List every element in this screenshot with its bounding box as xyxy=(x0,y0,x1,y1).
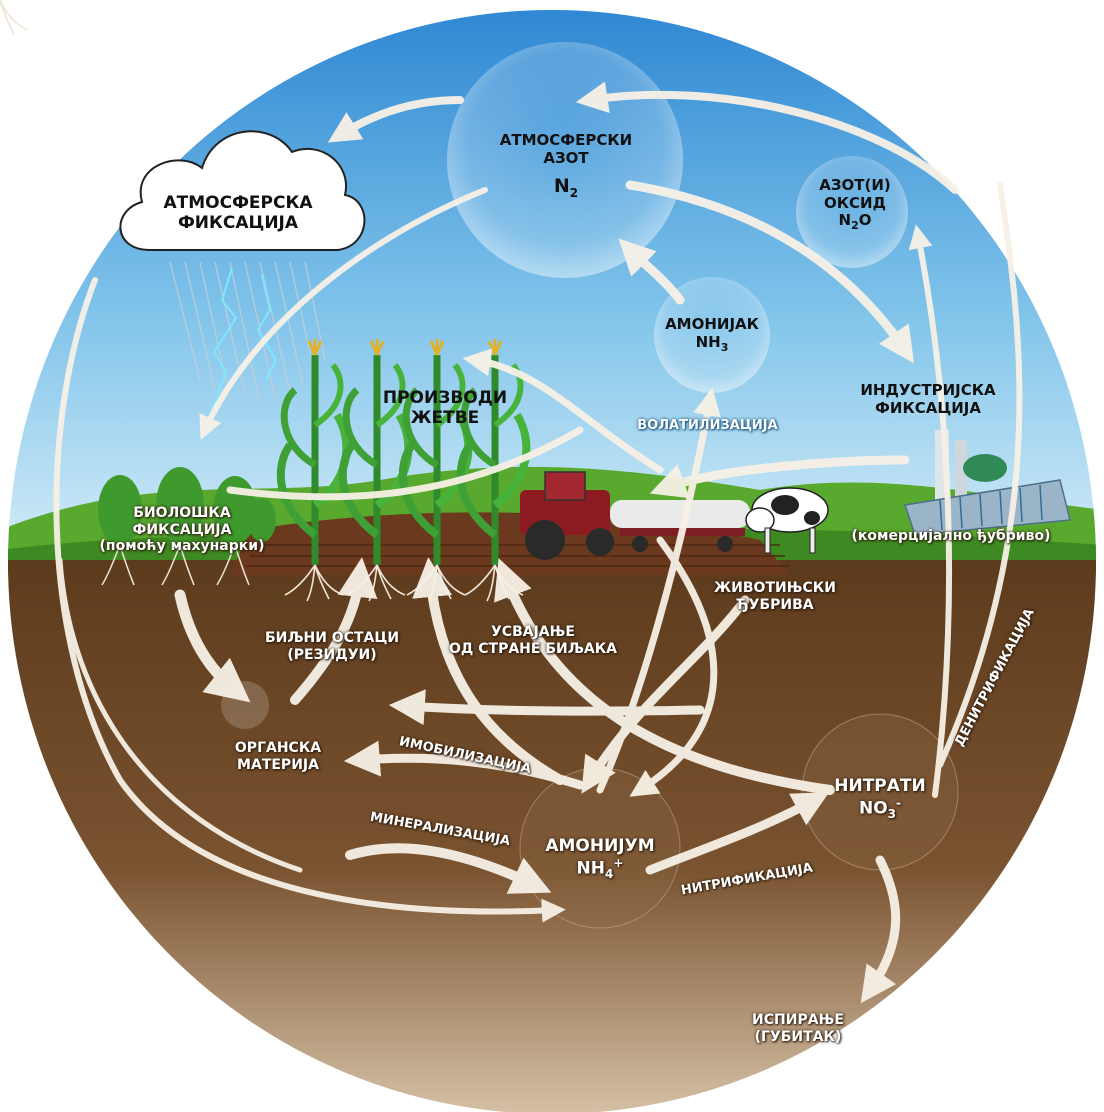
lightning xyxy=(207,267,278,421)
arrow-ammonia-to-n2 xyxy=(618,238,685,305)
commercial-fertilizer-label: (комерцијално ђубриво) xyxy=(851,528,1051,544)
arrow-left-loop xyxy=(53,277,566,923)
arrow-to-industrial-fixation xyxy=(625,180,915,364)
arrow-fertilizer-to-field xyxy=(649,455,910,499)
arrow-uptake-nitrate xyxy=(494,558,835,795)
animal-manure-label: ЖИВОТИЊСКИ ЂУБРИВА xyxy=(714,580,836,613)
arrow-crop-harvest xyxy=(226,426,584,501)
arrow-right-loop xyxy=(937,182,1023,768)
atmospheric-nitrogen-label: АТМОСФЕРСКИ АЗОТ N2 xyxy=(499,131,633,201)
arrow-mineralization xyxy=(345,843,552,894)
nitrates-label: НИТРАТИ NO3- xyxy=(834,776,926,822)
industrial-fixation-label: ИНДУСТРИЈСКА ФИКСАЦИЈА xyxy=(860,381,996,417)
arrow-to-atmospheric-nitrogen xyxy=(575,81,959,194)
plant-uptake-label: УСВАЈАЊЕ ОД СТРАНЕ БИЉАКА xyxy=(449,624,617,657)
arrow-nitrification xyxy=(645,792,830,875)
crop-products-label: ПРОИЗВОДИ ЖЕТВЕ xyxy=(382,388,508,429)
atmospheric-nitrogen-bubble xyxy=(447,42,683,278)
arrow-volatilization xyxy=(596,387,721,794)
arrow-denitrification xyxy=(908,224,953,798)
arrow-to-organic-top xyxy=(388,689,705,726)
plant-residues-label: БИЉНИ ОСТАЦИ (РЕЗИДУИ) xyxy=(264,630,400,663)
atmospheric-fixation-label: АТМОСФЕРСКА ФИКСАЦИЈА xyxy=(163,193,313,234)
arrow-immobilization xyxy=(343,740,585,790)
cloud xyxy=(119,130,366,251)
corn-plants xyxy=(0,0,526,601)
flow-arrows xyxy=(53,81,1023,1004)
nitrous-oxide-bubble xyxy=(796,156,908,268)
ammonium-label: АМОНИЈУМ NH4+ xyxy=(545,836,655,882)
arrow-left-inner xyxy=(57,557,303,873)
leaching-label: ИСПИРАЊЕ (ГУБИТАК) xyxy=(752,1012,844,1045)
organic-matter-label: ОРГАНСКА МАТЕРИЈА xyxy=(234,740,322,773)
arrow-rain-fixation xyxy=(199,187,488,440)
ammonia-label: АМОНИЈАК NH3 xyxy=(665,315,759,354)
arrow-residues xyxy=(290,557,378,705)
arrow-fertilizer-to-ammonium xyxy=(629,536,718,797)
arrow-to-atmospheric-fixation xyxy=(327,96,464,143)
cow xyxy=(745,487,829,554)
biological-fixation-label: БИОЛОШКА ФИКСАЦИЈА (помоћу махунарки) xyxy=(99,505,265,555)
nitrous-oxide-label: АЗОТ(И) ОКСИД N2O xyxy=(819,176,891,233)
arrow-uptake-ammonium xyxy=(412,557,565,785)
arrow-manure-to-ammonium xyxy=(581,595,750,794)
ammonia-bubble xyxy=(654,277,770,393)
volatilization-label: ВОЛАТИЛИЗАЦИЈА xyxy=(637,418,778,433)
arrow-legume-to-organic xyxy=(174,589,251,703)
arrow-to-crop-products xyxy=(462,348,664,474)
arrow-leaching xyxy=(860,855,901,1004)
